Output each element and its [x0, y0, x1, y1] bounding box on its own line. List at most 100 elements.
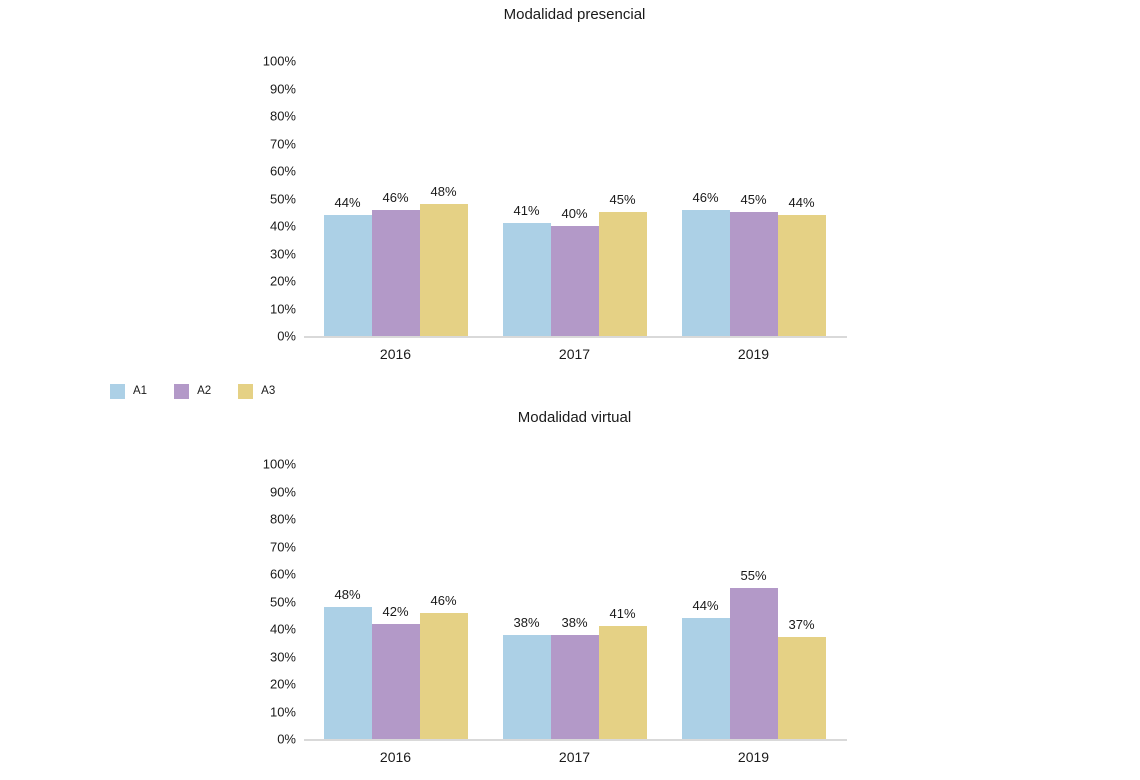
bar-value-label: 45%: [740, 192, 767, 208]
y-axis-tick-label: 20%: [269, 676, 296, 692]
bar-column-a2-2019: 55%: [729, 567, 778, 739]
bar-a1-2019: [681, 618, 730, 739]
bar-a3-2016: [419, 204, 468, 336]
x-axis-category-label: 2019: [737, 346, 770, 362]
legend-label-a3: A3: [261, 384, 276, 397]
bar-column-a3-2019: 37%: [777, 617, 826, 739]
x-axis-category-label: 2017: [558, 346, 591, 362]
y-axis-tick-label: 30%: [269, 649, 296, 664]
y-axis-tick-label: 40%: [269, 218, 296, 234]
bar-value-label: 41%: [609, 606, 636, 622]
y-axis-tick-label: 60%: [269, 566, 296, 582]
bar-group: 48% 42% 46%: [306, 464, 485, 739]
bar-column-a2-2019: 45%: [729, 192, 778, 336]
x-axis-category-label: 2019: [737, 749, 770, 765]
legend-swatch-a1: [110, 384, 125, 399]
plot-grid: 48% 42% 46% 2016 38% 38% 41% 2017 44% 55% 37% 2019: [304, 464, 847, 765]
chart-title-presencial: Modalidad presencial: [503, 6, 646, 23]
y-axis-tick-label: 30%: [269, 246, 296, 261]
bar-a3-2019: [777, 215, 826, 336]
plot-area-presencial: 100% 90% 80% 70% 60% 50% 40% 30% 20% 10% 0% 44% 46% 4…: [230, 55, 855, 373]
legend-item-a3: A3: [238, 384, 275, 399]
legend-label-a1: A1: [133, 384, 148, 397]
bar-column-a2-2017: 40%: [550, 207, 599, 336]
bar-column-a3-2017: 45%: [598, 192, 647, 336]
bar-column-a1-2019: 44%: [681, 599, 730, 739]
bar-column-a1-2017: 41%: [502, 203, 551, 336]
category-group-2016: 48% 42% 46% 2016: [306, 464, 485, 765]
legend-label-a2: A2: [197, 384, 212, 397]
bar-column-a2-2016: 46%: [371, 189, 420, 336]
bar-a1-2017: [502, 223, 551, 336]
chart-legend: A1 A2 A3: [110, 384, 275, 399]
bar-value-label: 46%: [382, 189, 409, 205]
category-group-2016: 44% 46% 48% 2016: [306, 61, 485, 362]
chart-title-virtual: Modalidad virtual: [517, 409, 632, 426]
bar-a1-2017: [502, 634, 551, 739]
bar-group: 38% 38% 41%: [485, 464, 664, 739]
category-group-2019: 46% 45% 44% 2019: [664, 61, 843, 362]
y-axis-tick-label: 100%: [262, 53, 296, 69]
bar-column-a3-2016: 46%: [419, 592, 468, 739]
bar-value-label: 44%: [788, 195, 815, 210]
y-axis-tick-label: 70%: [269, 136, 296, 151]
legend-swatch-a3: [238, 384, 254, 399]
bar-value-label: 48%: [334, 587, 361, 602]
bar-column-a1-2017: 38%: [502, 614, 551, 739]
bar-column-a3-2016: 48%: [419, 184, 468, 336]
bar-group: 41% 40% 45%: [485, 61, 664, 336]
category-group-2017: 41% 40% 45% 2017: [485, 61, 664, 362]
y-axis-tick-label: 10%: [269, 704, 296, 719]
y-axis-tick-label: 50%: [269, 594, 296, 609]
bar-group: 46% 45% 44%: [664, 61, 843, 336]
bar-group: 44% 55% 37%: [664, 464, 843, 739]
bar-value-label: 41%: [513, 203, 540, 219]
legend-item-a1: A1: [110, 384, 147, 399]
y-axis-tick-label: 40%: [269, 621, 296, 637]
y-axis: 100% 90% 80% 70% 60% 50% 40% 30% 20% 10% 0%: [230, 458, 296, 746]
y-axis-tick-label: 0%: [277, 731, 296, 747]
bar-a3-2017: [598, 626, 647, 739]
y-axis-tick-label: 100%: [262, 456, 296, 472]
bar-a2-2019: [729, 587, 778, 739]
bar-value-label: 48%: [430, 184, 457, 199]
bar-column-a1-2019: 46%: [681, 191, 730, 336]
legend-item-a2: A2: [174, 384, 211, 399]
legend-swatch-a2: [174, 384, 190, 399]
y-axis-tick-label: 90%: [269, 484, 296, 499]
x-axis-line: [304, 336, 847, 338]
bar-value-label: 55%: [740, 567, 767, 583]
y-axis-tick-label: 80%: [269, 108, 296, 124]
bar-group: 44% 46% 48%: [306, 61, 485, 336]
bar-value-label: 38%: [561, 614, 588, 630]
bar-value-label: 38%: [513, 614, 540, 630]
bar-a2-2016: [371, 623, 420, 739]
plot-area-virtual: 100% 90% 80% 70% 60% 50% 40% 30% 20% 10% 0% 48% 42% 4…: [230, 458, 855, 776]
bar-a3-2017: [598, 212, 647, 336]
bar-a3-2019: [777, 637, 826, 739]
bar-value-label: 45%: [609, 192, 636, 208]
y-axis-tick-label: 70%: [269, 539, 296, 554]
y-axis-tick-label: 20%: [269, 273, 296, 289]
y-axis: 100% 90% 80% 70% 60% 50% 40% 30% 20% 10% 0%: [230, 55, 296, 343]
bar-a2-2017: [550, 634, 599, 739]
bar-value-label: 46%: [430, 592, 457, 608]
x-axis-category-label: 2016: [379, 346, 412, 362]
bar-a1-2016: [323, 607, 372, 739]
bar-column-a1-2016: 48%: [323, 587, 372, 739]
y-axis-tick-label: 10%: [269, 301, 296, 316]
bar-a2-2019: [729, 212, 778, 336]
bar-column-a1-2016: 44%: [323, 195, 372, 336]
bar-a1-2019: [681, 209, 730, 336]
x-axis-category-label: 2016: [379, 749, 412, 765]
bar-value-label: 42%: [382, 603, 409, 619]
y-axis-tick-label: 50%: [269, 191, 296, 206]
bar-value-label: 44%: [334, 195, 361, 210]
bar-column-a3-2019: 44%: [777, 195, 826, 336]
y-axis-tick-label: 0%: [277, 328, 296, 344]
bar-value-label: 37%: [788, 617, 815, 633]
y-axis-tick-label: 80%: [269, 511, 296, 527]
x-axis-line: [304, 739, 847, 741]
x-axis-category-label: 2017: [558, 749, 591, 765]
